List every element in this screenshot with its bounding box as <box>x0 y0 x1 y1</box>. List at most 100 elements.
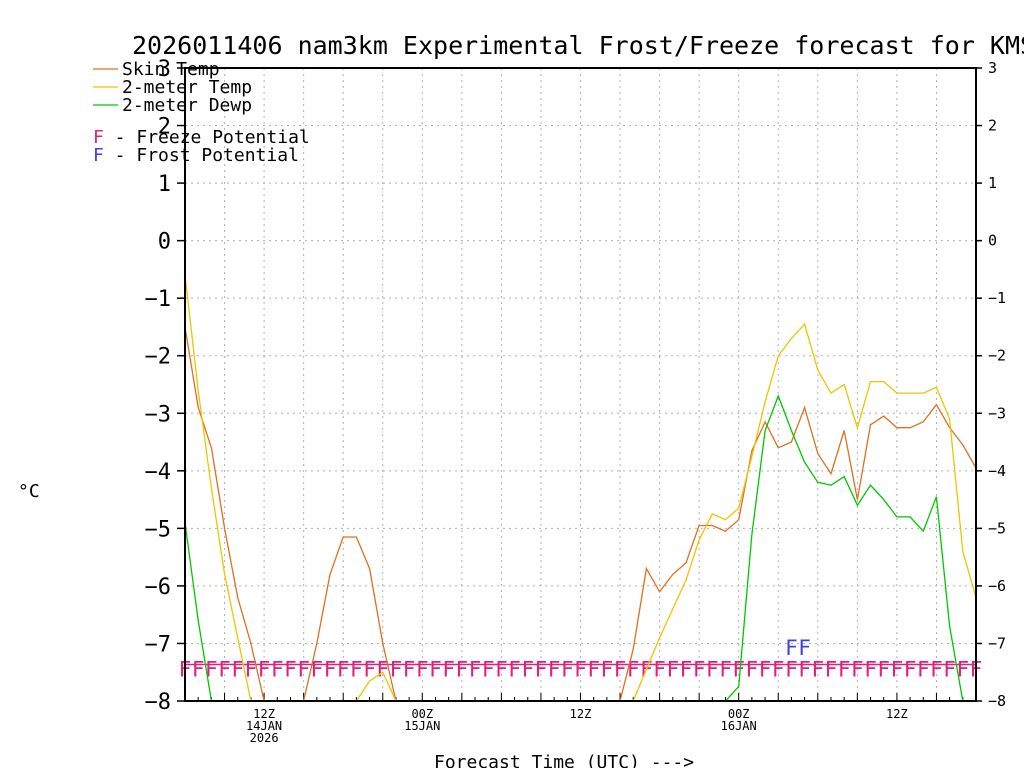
freeze-potential-mark: F <box>877 657 890 681</box>
potential-label: - Frost Potential <box>104 145 299 166</box>
freeze-potential-mark: F <box>508 657 521 681</box>
freeze-potential-mark: F <box>693 657 706 681</box>
potential-letter: F <box>93 145 104 166</box>
x-tick-label: 16JAN <box>721 719 757 733</box>
y-tick-label-right: −6 <box>988 577 1006 595</box>
y-tick-label: −5 <box>145 517 172 542</box>
x-tick-label: 00Z <box>728 707 750 721</box>
freeze-potential-mark: F <box>284 657 297 681</box>
legend-label: 2-meter Temp <box>122 77 252 98</box>
freeze-potential-mark: F <box>732 657 745 681</box>
y-tick-label: −4 <box>145 460 172 485</box>
frost-potential-mark: F <box>798 636 811 660</box>
freeze-potential-mark: F <box>666 657 679 681</box>
y-tick-label: −8 <box>145 690 172 715</box>
freeze-potential-mark: F <box>943 657 956 681</box>
freeze-potential-mark: F <box>785 657 798 681</box>
freeze-potential-mark: F <box>521 657 534 681</box>
freeze-potential-mark: F <box>838 657 851 681</box>
freeze-potential-mark: F <box>706 657 719 681</box>
freeze-potential-mark: F <box>956 657 969 681</box>
x-tick-label: 14JAN <box>246 719 282 733</box>
freeze-potential-mark: F <box>574 657 587 681</box>
freeze-potential-mark: F <box>798 657 811 681</box>
y-axis-right: −8 −7 −6 −5 −4 −3 −2 −1 0 1 2 3 <box>976 59 1006 710</box>
freeze-potential-mark: F <box>271 657 284 681</box>
freeze-potential-mark: F <box>495 657 508 681</box>
frost-potential-mark: F <box>785 636 798 660</box>
potential-legend-item: F - Frost Potential <box>93 145 299 166</box>
y-tick-label: −6 <box>145 575 172 600</box>
grid <box>184 67 977 702</box>
freeze-potential-mark: F <box>759 657 772 681</box>
potential-letter: F <box>93 127 104 148</box>
freeze-potential-mark: F <box>587 657 600 681</box>
y-tick-label: −1 <box>145 287 172 312</box>
freeze-potential-mark: F <box>601 657 614 681</box>
freeze-potential-mark: F <box>917 657 930 681</box>
y-tick-label: 1 <box>158 172 171 197</box>
freeze-potential-mark: F <box>258 657 271 681</box>
freeze-potential-mark: F <box>376 657 389 681</box>
y-tick-label: 2 <box>158 115 171 140</box>
freeze-potential-mark: F <box>535 657 548 681</box>
y-tick-label-right: −2 <box>988 347 1006 365</box>
freeze-potential-mark: F <box>904 657 917 681</box>
x-axis-label: Forecast Time (UTC) ---> <box>434 752 694 768</box>
freeze-potential-mark: F <box>680 657 693 681</box>
x-tick-label: 15JAN <box>404 719 440 733</box>
y-tick-label-right: −5 <box>988 519 1006 537</box>
freeze-potential-mark: F <box>614 657 627 681</box>
y-tick-label-right: 1 <box>988 174 997 192</box>
y-tick-label-right: −8 <box>988 692 1006 710</box>
legend-label: Skin Temp <box>122 59 220 80</box>
freeze-potential-mark: F <box>719 657 732 681</box>
freeze-potential-mark: F <box>429 657 442 681</box>
legend-label: 2-meter Dewp <box>122 95 252 116</box>
freeze-potential-mark: F <box>337 657 350 681</box>
freeze-potential-mark: F <box>548 657 561 681</box>
x-tick-label: 12Z <box>570 707 592 721</box>
y-tick-label-right: 3 <box>988 59 997 77</box>
freeze-potential-mark: F <box>627 657 640 681</box>
freeze-potential-mark: F <box>825 657 838 681</box>
freeze-potential-mark: F <box>851 657 864 681</box>
freeze-potential-mark: F <box>561 657 574 681</box>
freeze-potential-mark: F <box>864 657 877 681</box>
y-tick-label-right: 0 <box>988 232 997 250</box>
freeze-potential-mark: F <box>297 657 310 681</box>
y-axis-left: −8 −7 −6 −5 −4 −3 −2 −1 0 1 2 3 <box>145 57 185 715</box>
y-tick-label: 3 <box>158 57 171 82</box>
freeze-potential-mark: F <box>231 657 244 681</box>
y-tick-label-right: −1 <box>988 289 1006 307</box>
freeze-potential-mark: F <box>192 657 205 681</box>
freeze-potential-mark: F <box>218 657 231 681</box>
freeze-potential-mark: F <box>350 657 363 681</box>
freeze-potential-mark: F <box>891 657 904 681</box>
freeze-potential-mark: F <box>469 657 482 681</box>
freeze-potential-mark: F <box>811 657 824 681</box>
freeze-potential-mark: F <box>245 657 258 681</box>
y-tick-label-right: −3 <box>988 404 1006 422</box>
freeze-potential-mark: F <box>653 657 666 681</box>
y-axis-label: °C <box>18 481 40 502</box>
y-tick-label: 0 <box>158 230 171 255</box>
x-tick-label: 2026 <box>250 731 279 745</box>
freeze-potential-mark: F <box>772 657 785 681</box>
plot-frame <box>184 67 977 702</box>
y-tick-label-right: 2 <box>988 117 997 135</box>
freeze-potential-mark: F <box>456 657 469 681</box>
x-tick-label: 12Z <box>253 707 275 721</box>
y-tick-label-right: −7 <box>988 634 1006 652</box>
freeze-potential-mark: F <box>363 657 376 681</box>
freeze-potential-mark: F <box>930 657 943 681</box>
freeze-potential-mark: F <box>324 657 337 681</box>
x-tick-label: 00Z <box>411 707 433 721</box>
freeze-potential-mark: F <box>390 657 403 681</box>
freeze-potential-mark: F <box>403 657 416 681</box>
freeze-potential-mark: F <box>311 657 324 681</box>
